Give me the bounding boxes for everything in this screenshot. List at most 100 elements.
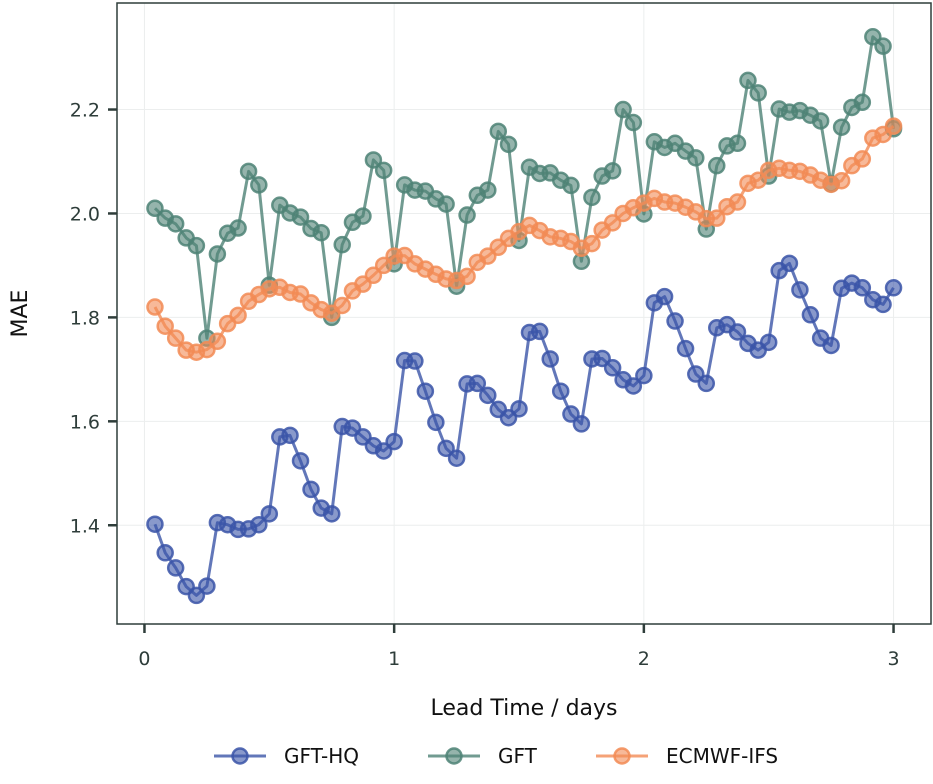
data-point bbox=[562, 176, 580, 195]
plot-frame bbox=[116, 2, 932, 625]
data-point bbox=[583, 188, 601, 207]
data-point bbox=[156, 317, 174, 335]
data-point bbox=[312, 223, 330, 242]
data-point bbox=[187, 236, 206, 255]
data-point bbox=[333, 296, 351, 315]
x-tick-label-3: 3 bbox=[887, 648, 899, 670]
data-point bbox=[708, 209, 726, 227]
legend-swatch-marker bbox=[231, 747, 249, 765]
data-point bbox=[874, 295, 892, 314]
data-point bbox=[853, 279, 872, 297]
data-point bbox=[291, 208, 310, 226]
data-point bbox=[146, 298, 164, 316]
data-point bbox=[614, 100, 632, 119]
x-tick-label-2: 2 bbox=[638, 648, 650, 670]
data-point bbox=[603, 214, 622, 232]
data-point bbox=[676, 339, 695, 358]
data-point bbox=[374, 161, 393, 180]
legend: GFT-HQ GFT ECMWF-IFS bbox=[214, 744, 778, 768]
data-point bbox=[250, 176, 268, 194]
data-point bbox=[874, 37, 892, 55]
data-point bbox=[801, 306, 820, 324]
data-point bbox=[593, 349, 611, 368]
data-point bbox=[437, 439, 455, 458]
x-tick-label-0: 0 bbox=[138, 648, 150, 670]
data-point bbox=[687, 365, 705, 383]
data-point bbox=[884, 279, 903, 297]
data-point bbox=[333, 235, 351, 254]
data-point bbox=[364, 151, 383, 169]
data-point bbox=[281, 426, 299, 445]
data-point bbox=[322, 505, 341, 523]
data-point bbox=[374, 442, 393, 460]
data-point bbox=[697, 374, 716, 393]
series-line-gft-hq bbox=[153, 261, 895, 597]
axis-layer: 0 1 2 3 1.4 1.6 1.8 2.0 2.2 bbox=[70, 100, 900, 670]
series-layer bbox=[146, 28, 903, 605]
data-point bbox=[562, 405, 580, 423]
data-point bbox=[427, 413, 445, 432]
data-point bbox=[749, 84, 767, 102]
data-point bbox=[198, 577, 216, 595]
data-point bbox=[479, 181, 497, 199]
data-point bbox=[728, 134, 747, 153]
data-point bbox=[416, 382, 435, 400]
data-point bbox=[291, 452, 310, 470]
data-point bbox=[708, 156, 726, 175]
data-point bbox=[458, 206, 476, 224]
data-point bbox=[364, 266, 383, 285]
data-point bbox=[479, 386, 497, 405]
series-gft-hq bbox=[146, 254, 903, 605]
data-point bbox=[655, 287, 674, 306]
y-tick-label-4: 2.2 bbox=[70, 100, 100, 122]
data-point bbox=[437, 195, 455, 213]
data-point bbox=[229, 306, 247, 325]
data-point bbox=[624, 377, 643, 395]
data-point bbox=[166, 329, 185, 347]
data-point bbox=[250, 515, 268, 534]
data-point bbox=[687, 149, 705, 167]
y-axis-title: MAE bbox=[8, 290, 33, 338]
data-point bbox=[530, 322, 549, 341]
data-point bbox=[208, 245, 227, 263]
data-point bbox=[739, 71, 757, 90]
data-point bbox=[354, 207, 372, 225]
data-point bbox=[822, 336, 840, 355]
y-tick-label-1: 1.6 bbox=[70, 411, 100, 433]
data-point bbox=[302, 480, 320, 499]
data-point bbox=[666, 312, 684, 330]
legend-label-gft: GFT bbox=[498, 744, 538, 768]
data-point bbox=[551, 382, 570, 400]
data-point bbox=[811, 112, 830, 130]
data-point bbox=[406, 352, 424, 370]
data-point bbox=[374, 256, 393, 275]
legend-entry-gft-hq: GFT-HQ bbox=[214, 744, 359, 768]
legend-label-gft-hq: GFT-HQ bbox=[284, 744, 359, 768]
data-point bbox=[635, 366, 653, 385]
data-point bbox=[603, 359, 622, 377]
legend-label-ecmwf-ifs: ECMWF-IFS bbox=[666, 744, 778, 768]
data-point bbox=[208, 332, 227, 351]
data-point bbox=[853, 93, 872, 112]
data-point bbox=[489, 122, 508, 141]
data-point bbox=[624, 113, 643, 132]
series-ecmwf-ifs bbox=[146, 117, 903, 361]
data-point bbox=[603, 162, 622, 180]
data-point bbox=[832, 118, 851, 136]
data-point bbox=[385, 432, 403, 451]
y-tick-label-2: 1.8 bbox=[70, 307, 100, 329]
data-point bbox=[156, 544, 174, 562]
data-point bbox=[146, 199, 164, 218]
data-point bbox=[541, 350, 559, 368]
data-point bbox=[468, 374, 487, 393]
data-point bbox=[239, 162, 258, 181]
legend-swatch-marker bbox=[613, 747, 631, 765]
data-point bbox=[759, 333, 778, 352]
data-point bbox=[728, 193, 747, 211]
data-point bbox=[728, 323, 747, 341]
x-axis-title: Lead Time / days bbox=[430, 696, 617, 721]
series-gft bbox=[146, 28, 903, 347]
data-point bbox=[780, 254, 799, 273]
data-point bbox=[583, 234, 601, 253]
